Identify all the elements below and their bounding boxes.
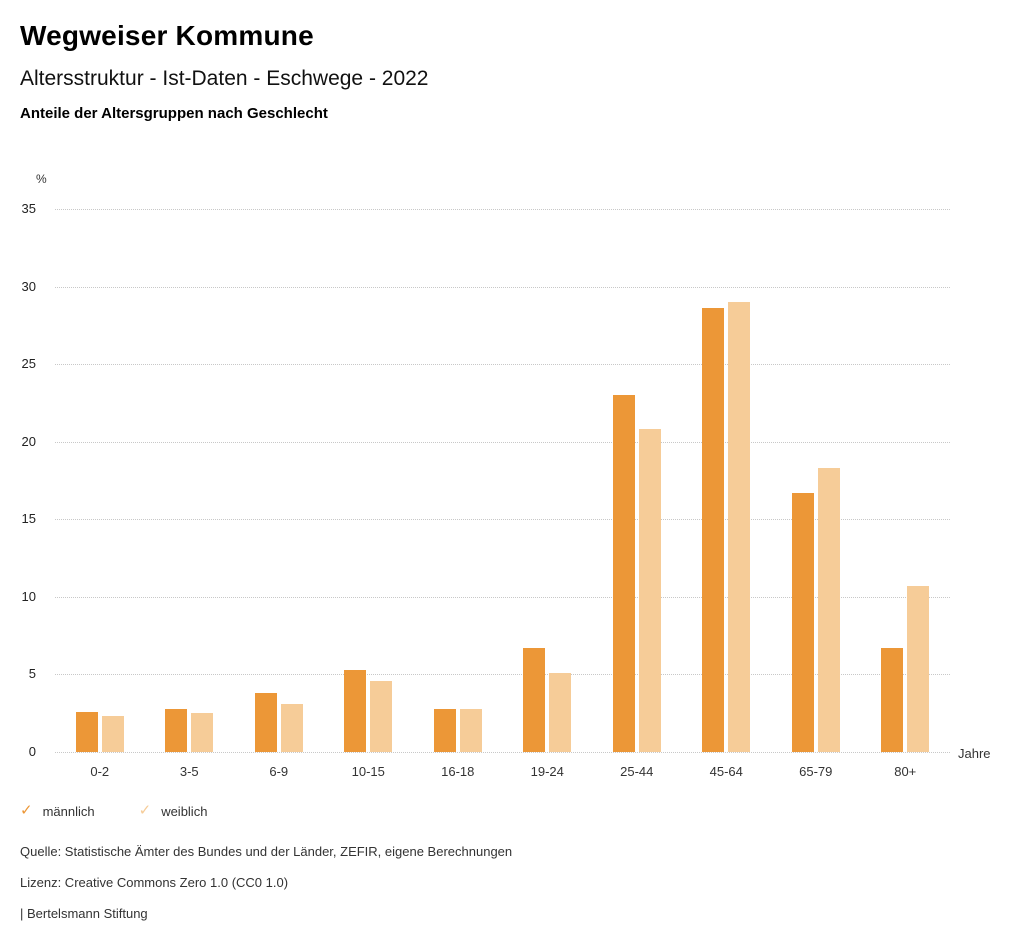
bar-männlich-45-64[interactable]: [702, 308, 725, 752]
gridline: [55, 364, 950, 366]
y-tick-label: 15: [21, 511, 36, 527]
x-axis-unit-label: Jahre: [958, 746, 991, 761]
bar-group-19-24: [503, 209, 593, 752]
bar-group-0-2: [55, 209, 145, 752]
y-tick-label: 35: [21, 201, 36, 216]
bar-weiblich-25-44[interactable]: [638, 429, 661, 752]
bar-group-65-79: [771, 209, 861, 752]
x-tick-label-80+: 80+: [894, 764, 917, 779]
bar-group-80+: [861, 209, 951, 752]
legend-label: männlich: [42, 803, 95, 819]
bar-männlich-16-18[interactable]: [433, 708, 456, 752]
legend-label: weiblich: [161, 803, 208, 819]
bar-weiblich-80+[interactable]: [907, 586, 930, 752]
checkmark-icon: ✓: [138, 802, 152, 819]
bar-männlich-6-9[interactable]: [254, 693, 277, 752]
bar-weiblich-10-15[interactable]: [370, 680, 393, 752]
y-tick-label: 10: [21, 588, 36, 604]
chart-header: Wegweiser Kommune Altersstruktur - Ist-D…: [20, 20, 429, 123]
bar-weiblich-6-9[interactable]: [280, 703, 303, 752]
bar-group-6-9: [234, 209, 324, 752]
gridline: [55, 209, 950, 210]
x-axis-ticks: 0-2 3-5 6-9 10-15 16-18 19-24 25-44 45-64 65-79 8…: [55, 764, 950, 779]
gridline: [55, 596, 950, 598]
x-tick-label-25-44: 25-44: [620, 764, 654, 779]
bar-männlich-65-79[interactable]: [791, 492, 814, 752]
checkmark-icon: ✓: [20, 802, 33, 819]
legend: ✓ männlich ✓ weiblich: [20, 803, 207, 819]
legend-item-männlich[interactable]: ✓ männlich: [20, 803, 95, 819]
chart-subtitle: Altersstruktur - Ist-Daten - Eschwege - …: [20, 67, 429, 90]
bar-group-16-18: [413, 209, 503, 752]
y-tick-label: 30: [21, 278, 36, 294]
x-tick-label-3-5: 3-5: [179, 764, 199, 779]
bar-group-10-15: [324, 209, 414, 752]
gridline: [55, 441, 950, 443]
bar-weiblich-19-24[interactable]: [549, 672, 572, 752]
bar-männlich-10-15[interactable]: [344, 669, 367, 752]
plot-area: [55, 209, 950, 753]
bar-group-3-5: [145, 209, 235, 752]
chart-heading: Anteile der Altersgruppen nach Geschlech…: [20, 105, 328, 122]
gridline: [55, 674, 950, 676]
page-title: Wegweiser Kommune: [20, 20, 314, 51]
y-axis-unit-label: %: [36, 172, 47, 186]
gridline: [55, 519, 950, 521]
bar-männlich-19-24[interactable]: [523, 648, 546, 752]
attribution: | Bertelsmann Stiftung: [20, 906, 148, 921]
x-tick-label-6-9: 6-9: [269, 764, 289, 779]
license-note: Lizenz: Creative Commons Zero 1.0 (CC0 1…: [20, 875, 289, 890]
bar-weiblich-0-2[interactable]: [101, 716, 124, 752]
gridline: [55, 286, 950, 288]
x-tick-label-16-18: 16-18: [441, 764, 475, 779]
bar-group-25-44: [592, 209, 682, 752]
x-tick-label-45-64: 45-64: [709, 764, 743, 779]
bar-weiblich-3-5[interactable]: [191, 713, 214, 752]
bar-männlich-80+[interactable]: [881, 648, 904, 752]
bar-group-45-64: [682, 209, 772, 752]
bar-männlich-0-2[interactable]: [75, 711, 98, 752]
y-tick-label: 25: [21, 356, 36, 372]
legend-item-weiblich[interactable]: ✓ weiblich: [139, 803, 208, 819]
bar-männlich-25-44[interactable]: [612, 395, 635, 752]
gridline: [55, 752, 950, 753]
x-tick-label-65-79: 65-79: [799, 764, 833, 779]
x-tick-label-10-15: 10-15: [351, 764, 385, 779]
bar-männlich-3-5[interactable]: [165, 708, 188, 752]
y-tick-label: 0: [28, 744, 36, 759]
bar-series-container: [55, 209, 950, 752]
x-tick-label-0-2: 0-2: [90, 764, 110, 779]
x-tick-label-19-24: 19-24: [530, 764, 564, 779]
bar-weiblich-16-18[interactable]: [459, 708, 482, 752]
y-tick-label: 5: [28, 666, 36, 682]
bar-weiblich-45-64[interactable]: [728, 302, 751, 752]
source-note: Quelle: Statistische Ämter des Bundes un…: [20, 844, 513, 859]
y-tick-label: 20: [21, 433, 36, 449]
bar-weiblich-65-79[interactable]: [817, 468, 840, 752]
